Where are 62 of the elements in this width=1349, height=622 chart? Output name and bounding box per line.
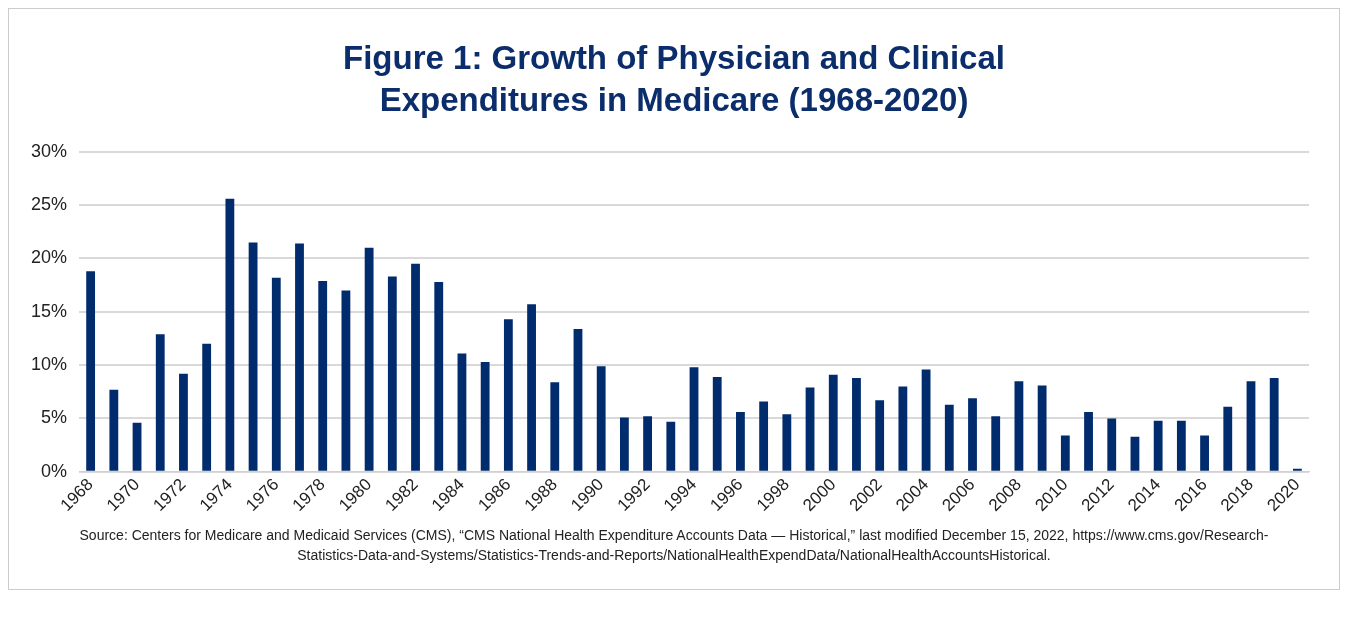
y-tick-label: 20% — [31, 247, 68, 268]
bar — [503, 319, 513, 471]
bar — [271, 277, 281, 471]
bar — [1107, 418, 1117, 471]
bar — [480, 361, 490, 471]
bar — [1269, 377, 1279, 471]
bar — [295, 243, 304, 471]
bar — [898, 386, 908, 471]
bar — [1084, 412, 1093, 471]
bar — [573, 328, 583, 471]
y-tick-label: 0% — [41, 460, 68, 481]
bar — [387, 276, 397, 471]
bar — [318, 280, 328, 471]
bar — [155, 334, 165, 471]
bar — [712, 376, 722, 471]
y-tick-label: 30% — [31, 140, 68, 161]
bar — [550, 382, 560, 471]
bar — [248, 242, 258, 471]
bar — [1153, 420, 1163, 471]
bar — [759, 401, 769, 471]
bar — [434, 281, 444, 471]
bar — [944, 404, 954, 471]
bar — [1176, 420, 1186, 471]
bar — [1292, 468, 1302, 471]
bar — [1037, 385, 1047, 471]
bar — [828, 374, 838, 471]
bar — [1200, 435, 1209, 471]
bar — [86, 271, 96, 471]
y-tick-label: 5% — [41, 407, 68, 428]
y-tick-label: 25% — [31, 194, 68, 215]
bar — [179, 373, 188, 471]
bar — [666, 421, 676, 471]
bar — [132, 422, 142, 471]
bar — [968, 398, 977, 471]
bar — [202, 343, 212, 471]
bar — [736, 412, 745, 471]
bar — [619, 417, 629, 471]
bar — [109, 389, 119, 471]
bar — [1246, 381, 1256, 471]
bar — [1223, 406, 1233, 471]
bar — [411, 263, 420, 471]
bar — [991, 416, 1001, 471]
source-note: Source: Centers for Medicare and Medicaid Services (CMS), “CMS National Health Expenditure Accounts Data — Historical,” last modified December 15, 2022, https://www.cms.gov/Research-Statistics-Data-and-Systems/Statistics-Trends-and-Reports/NationalHealthExpendData/NationalHealthAccountsHistorical. — [78, 526, 1270, 565]
y-tick-label: 15% — [31, 300, 68, 321]
bar — [527, 304, 536, 471]
bar — [364, 247, 374, 471]
bar — [457, 353, 467, 471]
bar — [782, 414, 792, 471]
chart-title: Figure 1: Growth of Physician and Clinical Expenditures in Medicare (1968-2020) — [342, 38, 1006, 120]
bar — [1014, 381, 1024, 471]
bar — [689, 367, 699, 471]
bar — [852, 377, 861, 471]
bar — [875, 400, 885, 471]
bar — [596, 366, 606, 471]
bar — [1130, 436, 1140, 471]
bar — [921, 369, 931, 471]
bar — [225, 198, 235, 471]
bar — [341, 290, 351, 471]
bar — [805, 387, 815, 471]
y-tick-label: 10% — [31, 354, 68, 375]
bar — [1060, 435, 1070, 471]
bar — [643, 416, 653, 471]
